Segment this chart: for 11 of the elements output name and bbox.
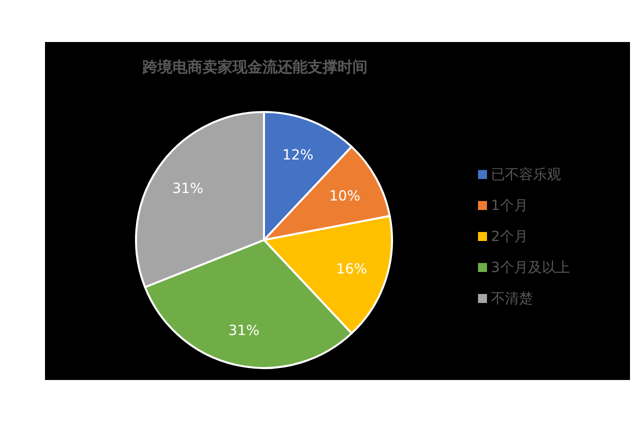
legend-label: 不清楚 [491, 291, 533, 307]
legend-label: 已不容乐观 [491, 167, 561, 183]
data-label: 31% [228, 322, 260, 339]
legend-label: 1个月 [491, 198, 528, 214]
chart-title: 跨境电商卖家现金流还能支撑时间 [142, 58, 368, 76]
data-label: 12% [282, 147, 314, 164]
data-label: 16% [336, 261, 368, 278]
data-label: 10% [329, 188, 360, 205]
legend-label: 2个月 [491, 229, 528, 245]
legend-label: 3个月及以上 [491, 260, 570, 276]
data-label: 31% [172, 181, 204, 198]
